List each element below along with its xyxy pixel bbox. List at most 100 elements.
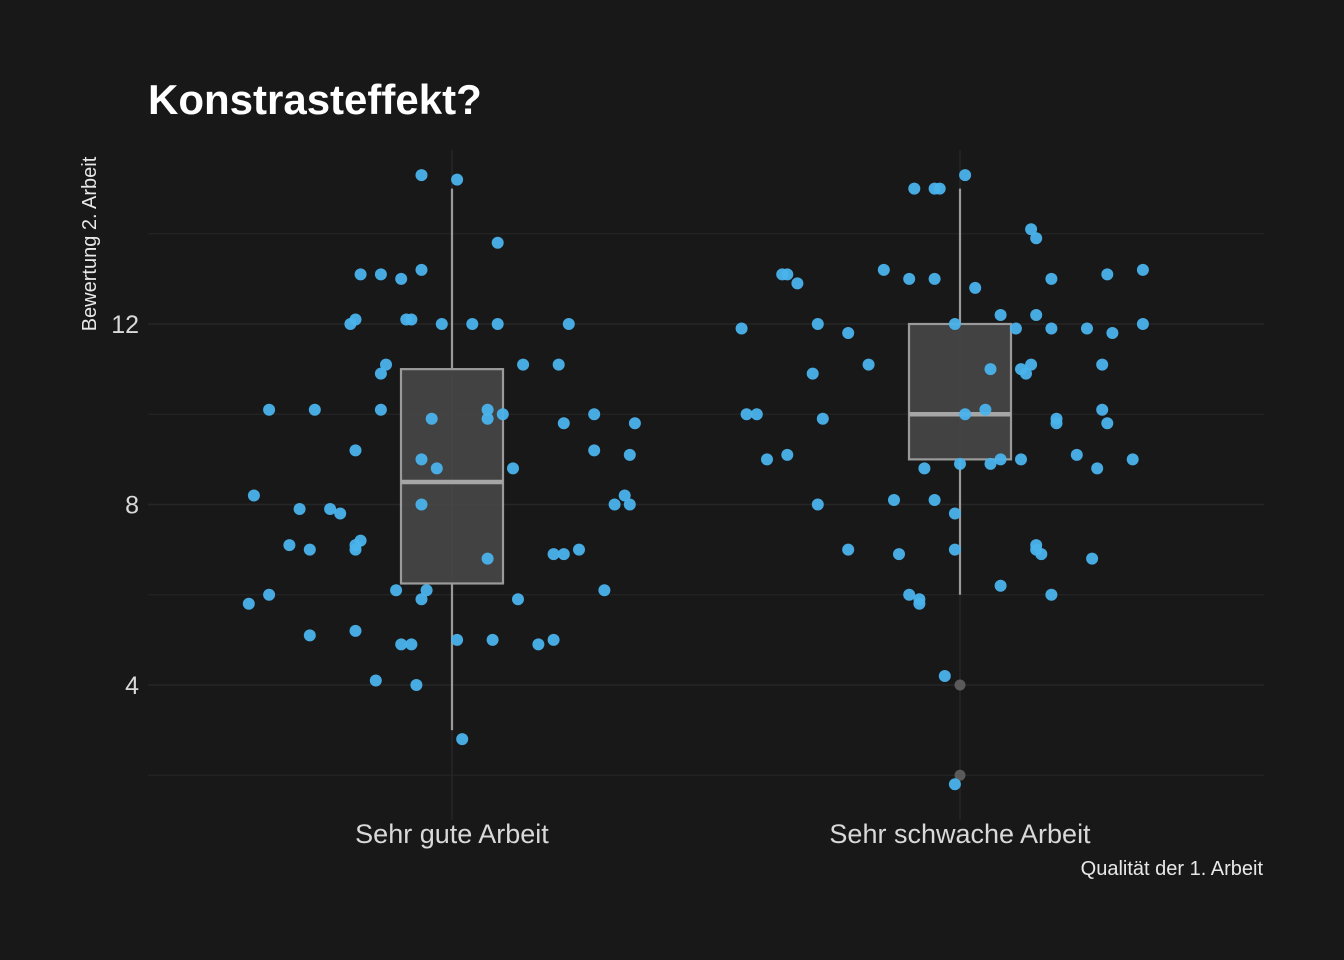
data-point (750, 408, 763, 421)
data-point (410, 679, 423, 691)
data-point (938, 670, 951, 682)
data-point (877, 263, 890, 276)
data-point (491, 236, 504, 249)
data-point (293, 503, 306, 515)
data-point (1050, 417, 1063, 430)
data-point (994, 309, 1007, 321)
data-points (242, 169, 1149, 791)
x-categories: Sehr gute Arbeit Sehr schwache Arbeit (355, 819, 1091, 849)
data-point (349, 624, 362, 637)
data-point (435, 318, 448, 330)
data-point (303, 629, 316, 642)
data-point (466, 318, 479, 330)
data-point (994, 453, 1007, 466)
data-point (308, 403, 321, 416)
data-point (263, 588, 276, 601)
data-point (532, 638, 545, 651)
data-point (969, 281, 982, 294)
data-point (415, 263, 428, 276)
data-point (324, 503, 337, 515)
data-point (994, 579, 1007, 592)
data-point (1136, 263, 1149, 276)
data-point (1035, 548, 1048, 561)
data-point (1096, 358, 1109, 371)
data-point (425, 412, 438, 425)
data-point (903, 272, 916, 285)
data-point (456, 733, 469, 746)
data-point (486, 633, 499, 646)
data-point (496, 408, 509, 421)
data-point (1030, 309, 1043, 321)
data-point (390, 584, 403, 597)
data-point (984, 363, 997, 376)
data-point (247, 489, 260, 502)
data-point (451, 173, 464, 186)
data-point (618, 489, 631, 502)
data-point (984, 457, 997, 470)
data-point (1106, 327, 1119, 339)
data-point (1045, 272, 1058, 285)
data-point (959, 169, 972, 182)
data-point (415, 169, 428, 182)
data-point (781, 268, 794, 281)
y-tick-label: 8 (125, 492, 139, 520)
data-point (1025, 358, 1038, 371)
data-point (1086, 552, 1099, 565)
data-point (816, 412, 829, 425)
data-point (430, 462, 443, 475)
y-tick-label: 4 (125, 672, 139, 700)
data-point (1015, 453, 1027, 466)
data-point (242, 597, 255, 610)
data-point (811, 498, 824, 511)
data-point (588, 444, 601, 457)
data-point (415, 453, 428, 466)
data-point (948, 507, 961, 520)
data-point (959, 408, 972, 421)
data-point (547, 633, 560, 646)
data-point (374, 367, 387, 380)
data-point (948, 543, 961, 556)
data-point (415, 498, 428, 511)
y-tick-label: 12 (111, 311, 139, 339)
data-point (598, 584, 611, 597)
data-point (1045, 322, 1058, 335)
data-point (1009, 322, 1022, 335)
data-point (1070, 448, 1083, 461)
data-point (517, 358, 530, 371)
data-point (354, 268, 367, 281)
data-point (1091, 462, 1104, 475)
data-point (954, 457, 966, 470)
data-point (562, 318, 575, 330)
data-point (405, 313, 418, 326)
data-point (903, 588, 916, 601)
data-point (791, 277, 804, 290)
data-point (374, 268, 387, 281)
chart-title: Konstrasteffekt? (148, 76, 482, 123)
data-point (374, 403, 387, 416)
data-point (354, 534, 367, 547)
y-ticks: 4 8 12 (111, 311, 139, 700)
data-point (507, 462, 519, 475)
data-point (761, 453, 773, 466)
data-point (908, 182, 921, 195)
data-point (1081, 322, 1093, 335)
data-point (948, 778, 961, 791)
data-point (573, 543, 585, 556)
data-point (1126, 453, 1139, 466)
data-point (283, 539, 296, 552)
data-point (557, 417, 570, 430)
x-tick-label: Sehr gute Arbeit (355, 819, 549, 849)
data-point (1101, 417, 1114, 430)
data-point (623, 498, 636, 511)
box (399, 368, 505, 585)
data-point (491, 318, 504, 330)
outlier-point (954, 679, 966, 691)
data-point (1101, 268, 1114, 281)
x-tick-label: Sehr schwache Arbeit (829, 819, 1091, 849)
data-point (608, 498, 621, 511)
data-point (811, 318, 824, 330)
data-point (395, 272, 408, 285)
data-point (547, 548, 560, 561)
data-point (512, 593, 524, 606)
